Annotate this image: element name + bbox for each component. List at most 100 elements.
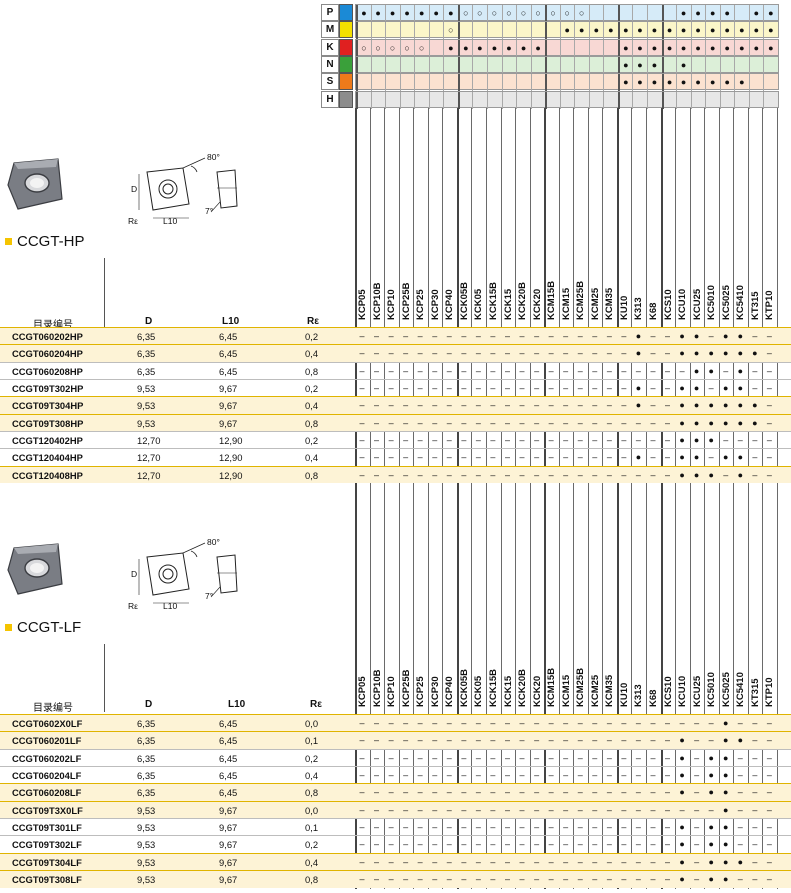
grade-cell: ●: [723, 770, 729, 781]
grade-cell: –: [490, 787, 496, 798]
grade-column-line: [631, 108, 633, 889]
grade-cell: –: [403, 383, 409, 394]
grade-cell: –: [752, 435, 758, 446]
matrix-cell: [356, 91, 370, 109]
grade-cell: –: [635, 365, 641, 376]
section-title-hp: CCGT-HP: [5, 233, 85, 250]
grade-cell: –: [359, 752, 365, 763]
grade-column-line: [427, 108, 429, 889]
matrix-cell: ●: [574, 22, 588, 40]
grade-cell: –: [504, 856, 510, 867]
matrix-cell: ○: [516, 5, 530, 22]
grade-cell: –: [519, 417, 525, 428]
matrix-cell: ●: [370, 5, 385, 22]
grade-cell: –: [432, 331, 438, 341]
grade-cell: ●: [723, 856, 729, 867]
row-l10: 6,45: [219, 348, 238, 360]
grade-cell: –: [723, 435, 729, 446]
grade-cell: ●: [708, 469, 714, 480]
grade-cell: –: [577, 348, 583, 359]
grade-cell: –: [766, 718, 772, 728]
grade-cell: –: [504, 469, 510, 480]
grade-cell: –: [388, 400, 394, 411]
row-l10: 9,67: [219, 383, 238, 395]
grade-cell: –: [621, 874, 627, 885]
grade-cell: ●: [635, 452, 642, 463]
matrix-cell: [472, 91, 486, 109]
grade-cell: –: [606, 874, 612, 885]
grade-cell: –: [708, 383, 714, 394]
grade-cell: –: [388, 839, 394, 850]
insert-icon: [7, 543, 63, 595]
table-row: CCGT09T304LF 9,53 9,67 0,4– – – – – – – – – – – – – – – – –…: [0, 852, 791, 871]
row-catalog-id: CCGT060208LF: [12, 787, 82, 799]
grade-cell: –: [592, 839, 598, 850]
row-d: 6,35: [137, 735, 156, 747]
grade-header-text: KCK15B: [487, 281, 499, 320]
grade-header-kc5025: KC5025: [720, 647, 734, 707]
grade-cell: –: [504, 770, 510, 781]
material-swatch-p: [339, 4, 353, 21]
grade-cell: –: [577, 787, 583, 798]
grade-header-ktp10: KTP10: [763, 260, 777, 320]
grade-cell: –: [635, 752, 641, 763]
grade-cell: –: [621, 331, 627, 341]
grade-cell: –: [432, 770, 438, 781]
grade-cell: –: [519, 365, 525, 376]
matrix-cell: ●: [661, 39, 676, 57]
grade-cell: –: [621, 348, 627, 359]
row-l10: 6,45: [219, 752, 238, 764]
grade-cell: –: [766, 735, 772, 746]
grade-cell: –: [374, 435, 380, 446]
matrix-cell: ●: [705, 22, 719, 40]
grade-column-line: [675, 108, 677, 889]
grade-header-kck05b: KCK05B: [458, 647, 472, 707]
grade-cell: –: [417, 718, 423, 728]
row-l10: 9,67: [219, 804, 238, 816]
grade-cell: –: [475, 348, 481, 359]
grade-cell: –: [650, 752, 656, 763]
grade-cell: –: [708, 804, 714, 815]
grade-cell: –: [592, 787, 598, 798]
matrix-cell: [603, 91, 617, 109]
grade-column-line: [355, 108, 357, 889]
grade-cell: –: [432, 874, 438, 885]
grade-cell: –: [606, 365, 612, 376]
grade-cell: –: [519, 348, 525, 359]
grade-header-kcp40: KCP40: [443, 647, 457, 707]
matrix-cell: ●: [647, 22, 661, 40]
grade-cell: –: [417, 804, 423, 815]
matrix-cell: [516, 91, 530, 109]
grade-cell: ●: [737, 452, 744, 463]
grade-cell: –: [388, 365, 394, 376]
table-row: CCGT120408HP 12,70 12,90 0,8– – – – – – – – – – – – – – –…: [0, 465, 791, 484]
matrix-cell: [559, 91, 574, 109]
grade-header-kcu25: KCU25: [691, 647, 705, 707]
matrix-cell: ●: [399, 5, 414, 22]
grade-cell: –: [403, 856, 409, 867]
diagram-label-d: D: [131, 184, 138, 194]
material-swatch-m: [339, 21, 353, 39]
grade-cell: –: [519, 331, 525, 341]
matrix-cell: [661, 5, 676, 22]
insert-diagram-hp: 80° D Rε L10 7°: [125, 150, 255, 230]
grade-cell: –: [519, 839, 525, 850]
matrix-cell: [457, 56, 472, 74]
row-catalog-id: CCGT060202LF: [12, 752, 82, 764]
grade-cell: ●: [693, 469, 700, 480]
diagram-label-angle-top: 80°: [207, 152, 220, 162]
grade-cell: –: [432, 839, 438, 850]
grade-cell: –: [534, 452, 540, 463]
row-l10: 6,45: [219, 735, 238, 747]
row-catalog-id: CCGT09T3X0LF: [12, 804, 83, 816]
grade-cell: –: [534, 735, 540, 746]
row-r: 0,8: [305, 365, 319, 377]
matrix-cell: [588, 5, 603, 22]
grade-cell: –: [403, 348, 409, 359]
matrix-cell: ●: [719, 74, 734, 92]
grade-cell: –: [694, 804, 700, 815]
material-row-p: ● ● ● ● ● ● ● ○ ○ ○ ○ ○ ○ ○ ○ ○ ● ● ● ● ● ●: [355, 4, 779, 22]
grade-cell: –: [446, 718, 452, 728]
grade-cell: –: [592, 348, 598, 359]
matrix-cell: ●: [617, 22, 632, 40]
